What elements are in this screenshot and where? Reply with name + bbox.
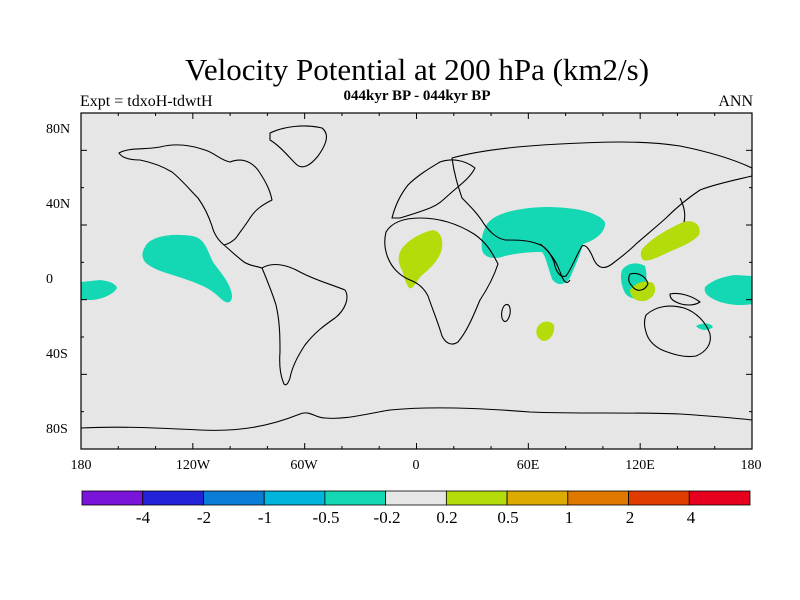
chart-subtitle: 044kyr BP - 044kyr BP — [343, 88, 491, 104]
coast-greenland — [269, 125, 327, 168]
anomaly-region-dateline-west — [81, 280, 117, 300]
coast-japan — [679, 197, 686, 223]
anomaly-region-philippine-sea — [640, 221, 700, 261]
colorbar-swatch — [445, 490, 508, 506]
y-tick-label: 80S — [46, 422, 68, 437]
anomaly-region-east-pacific — [142, 234, 232, 303]
colorbar-swatch — [506, 490, 569, 506]
colorbar-swatch — [385, 490, 447, 506]
x-tick-label: 120E — [625, 458, 655, 473]
anomaly-region-southern-indian-ocean — [536, 321, 555, 341]
colorbar-label: -2 — [196, 508, 212, 527]
coast-north-america — [118, 144, 273, 246]
colorbar-swatch — [203, 490, 265, 506]
x-tick-label: 120W — [175, 458, 211, 473]
chart-title: Velocity Potential at 200 hPa (km2/s) — [184, 52, 650, 87]
x-tick-label: 0 — [412, 458, 420, 473]
anomaly-region-australia-east — [696, 323, 713, 330]
anomaly-region-maritime-continent-south — [630, 281, 656, 302]
anomaly-region-west-pacific — [704, 275, 752, 306]
y-tick-label: 40N — [46, 197, 71, 212]
coast-asia — [451, 141, 753, 277]
coast-africa — [384, 217, 499, 345]
anomaly-region-west-africa — [398, 230, 443, 289]
negative-anomaly-regions — [81, 207, 752, 330]
coast-madagascar — [501, 303, 511, 323]
coast-antarctica — [80, 407, 753, 431]
coastlines — [80, 125, 753, 431]
x-tick-label: 60E — [516, 458, 540, 473]
colorbar-label: 4 — [686, 508, 696, 527]
experiment-label: Expt = tdxoH-tdwtH — [80, 93, 213, 110]
colorbar-label: -1 — [257, 508, 273, 527]
coast-australia — [643, 305, 711, 358]
colorbar-swatch — [324, 490, 387, 506]
colorbar-swatch — [567, 490, 629, 506]
season-label: ANN — [718, 93, 753, 110]
colorbar-label: 1 — [564, 508, 574, 527]
coast-new-guinea — [669, 292, 701, 306]
colorbar-label: -0.5 — [312, 508, 340, 527]
colorbar-swatch — [688, 490, 751, 506]
positive-anomaly-regions — [398, 221, 700, 341]
y-tick-label: 80N — [46, 122, 71, 137]
coast-borneo — [628, 272, 649, 291]
coast-europe — [391, 159, 476, 219]
anomaly-region-asia-indian-ocean — [481, 207, 606, 285]
colorbar-label: 0.5 — [497, 508, 519, 527]
colorbar-swatch — [142, 490, 204, 506]
colorbar-swatch — [263, 490, 326, 506]
colorbar-swatch — [628, 490, 690, 506]
y-tick-label: 0 — [46, 272, 53, 287]
colorbar-label: 2 — [625, 508, 635, 527]
x-tick-label: 180 — [740, 458, 762, 473]
axis-ticks — [80, 112, 753, 450]
colorbar-label: -4 — [135, 508, 151, 527]
colorbar-swatch — [81, 490, 144, 506]
x-tick-label: 60W — [290, 458, 318, 473]
colorbar-label: 0.2 — [436, 508, 458, 527]
y-tick-label: 40S — [46, 347, 68, 362]
x-tick-label: 180 — [70, 458, 92, 473]
coast-india — [539, 243, 571, 283]
coast-south-america — [261, 263, 348, 386]
colorbar — [81, 490, 751, 506]
coast-central-america — [223, 244, 263, 269]
colorbar-label: -0.2 — [373, 508, 401, 527]
